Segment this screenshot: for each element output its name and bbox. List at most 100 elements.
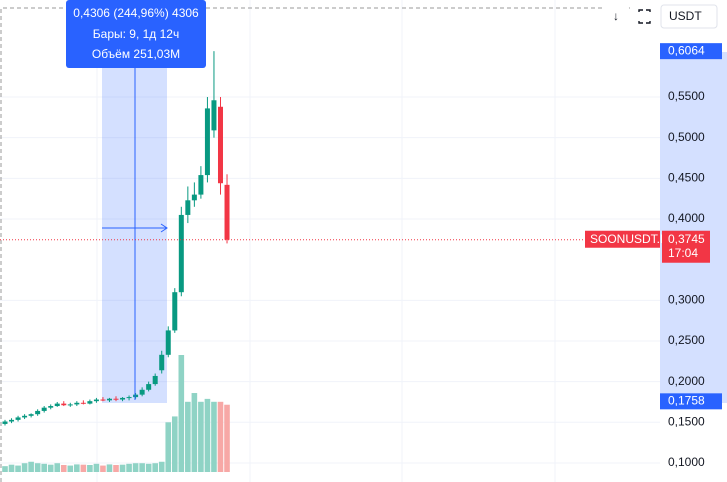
button-label[interactable]: USDT [669, 9, 702, 23]
candle-body [80, 402, 86, 404]
axis-range [660, 52, 727, 403]
candle-body [178, 214, 184, 293]
candle-body [152, 375, 158, 385]
volume-bar [198, 401, 204, 472]
volume-bar [87, 464, 93, 472]
candle-body [185, 200, 191, 215]
candle-body [198, 175, 204, 195]
volume-bar [139, 463, 145, 472]
y-tick-label: 0,3000 [668, 292, 705, 306]
last-price-label: 0,3745 [668, 232, 705, 246]
volume-bar [106, 464, 113, 472]
candle-body [9, 419, 15, 422]
vertical-grid [96, 0, 556, 482]
candle-body [28, 414, 34, 416]
volume-bar [145, 463, 152, 472]
candle-body [67, 404, 73, 406]
volume-bar [34, 463, 41, 472]
candle-body [35, 410, 41, 415]
volume-bar [126, 463, 132, 472]
tooltip-line: Бары: 9, 1д 12ч [93, 27, 179, 41]
volume-bar [152, 463, 158, 472]
y-tick-label: 0,4500 [668, 171, 705, 185]
volume-bar [185, 401, 191, 472]
candle-body [48, 406, 54, 408]
candles [2, 51, 230, 426]
volume-bar [67, 465, 74, 472]
volume-bar [165, 422, 172, 472]
candle-body [113, 398, 119, 400]
volume-bar [54, 463, 61, 472]
volume-bar [47, 464, 54, 472]
arrow-head [160, 223, 168, 233]
countdown-label: 17:04 [668, 246, 698, 260]
currency-button[interactable] [660, 4, 718, 29]
volume-bar [100, 465, 106, 472]
volume-bar [60, 464, 67, 472]
candle-body [172, 292, 178, 331]
button-label[interactable]: ↓ [613, 9, 619, 23]
last-price-box [662, 230, 710, 263]
candle-body [224, 184, 230, 240]
y-tick-label: 0,1500 [668, 414, 705, 428]
scroll-button[interactable] [604, 5, 629, 28]
candle-body [74, 402, 80, 405]
grid [0, 96, 660, 464]
candle-body [54, 403, 60, 407]
candle-body [2, 421, 8, 424]
frame [0, 7, 640, 482]
volume-bar [224, 404, 230, 472]
volume-bar [28, 461, 34, 472]
volume-bar [8, 464, 15, 472]
range-price-box [660, 393, 722, 410]
volume-bar [211, 401, 217, 472]
volume-bar [178, 355, 185, 472]
candle-body [15, 417, 21, 420]
y-tick-label: 0,2000 [668, 374, 705, 388]
volume-bar [158, 461, 165, 472]
y-tick-label: 0,2500 [668, 333, 705, 347]
candle-body [191, 194, 197, 201]
volume-bar [113, 464, 119, 472]
y-tick-label: 0,5500 [668, 89, 705, 103]
candle-body [22, 415, 28, 418]
candle-body [106, 398, 112, 401]
candle-body [165, 330, 171, 355]
candle-body [133, 394, 139, 398]
range-price-box [660, 43, 722, 60]
volume-bar [119, 464, 126, 472]
volume-bar [2, 466, 8, 472]
y-tick-label: 0,4000 [668, 211, 705, 225]
range-price-label: 0,1758 [668, 393, 705, 407]
candle-body [159, 354, 165, 371]
tooltip-line: 0,4306 (244,96%) 4306 [73, 6, 199, 20]
price-axis: 0,1000 0,1500 0,2000 0,2500 0,3000 0,4000 0,45… [660, 43, 722, 469]
volume-bar [80, 464, 87, 472]
volume-bar [74, 464, 80, 472]
candle-body [87, 401, 93, 404]
candle-body [146, 384, 152, 390]
volume-bar [171, 416, 178, 472]
volume-bar [191, 393, 198, 472]
candle-body [120, 397, 126, 400]
volume [2, 355, 230, 472]
candle-body [93, 399, 99, 402]
y-tick-label: 0,1000 [668, 455, 705, 469]
symbol-label: SOONUSDT.P [590, 232, 668, 246]
candle-body [204, 108, 210, 176]
candle-body [139, 389, 145, 395]
y-tick-label: 0,5000 [668, 130, 705, 144]
fullscreen-button[interactable] [632, 5, 657, 28]
volume-bar [217, 401, 224, 472]
candle-body [41, 407, 47, 411]
range-price-label: 0,6064 [668, 43, 705, 57]
volume-bar [15, 465, 21, 472]
candle-body [126, 397, 132, 399]
volume-bar [21, 463, 28, 472]
volume-bar [93, 463, 100, 472]
candle-body [211, 100, 217, 131]
candle-body [100, 399, 106, 401]
candle-body [217, 106, 223, 184]
volume-bar [41, 463, 47, 472]
